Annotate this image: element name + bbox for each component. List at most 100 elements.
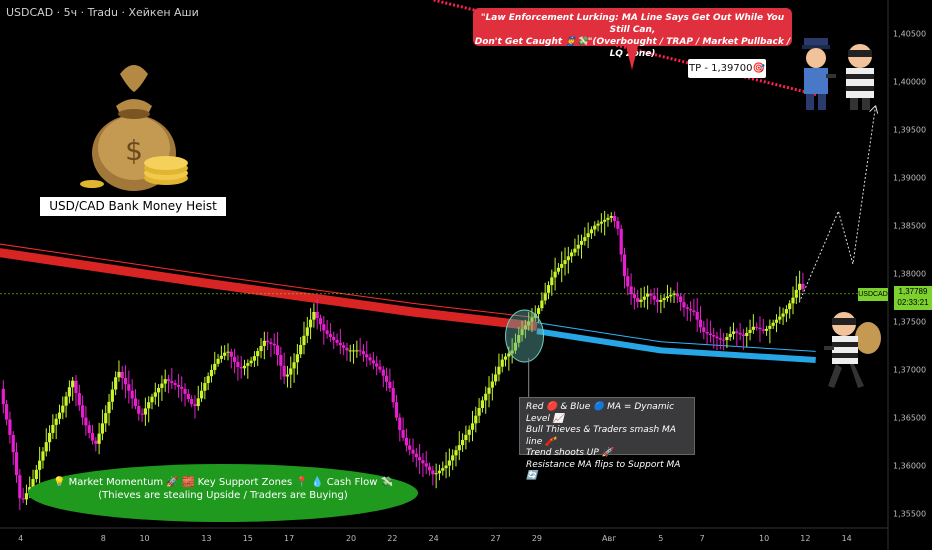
candle-body bbox=[190, 399, 194, 405]
candles bbox=[1, 210, 805, 511]
x-tick-label: Авг bbox=[602, 534, 616, 543]
last-price-value: 1,37789 bbox=[898, 287, 928, 296]
candle-body bbox=[682, 302, 686, 308]
take-profit-label: TP - 1,39700🎯 bbox=[688, 59, 766, 78]
candle-body bbox=[698, 319, 703, 328]
candle-body bbox=[239, 367, 243, 369]
candle-body bbox=[705, 331, 709, 334]
candle-body bbox=[127, 384, 131, 391]
candle-body bbox=[18, 475, 22, 499]
candle-body bbox=[503, 356, 508, 360]
candle-body bbox=[123, 378, 128, 385]
candle-body bbox=[173, 383, 177, 385]
candle-body bbox=[216, 358, 220, 364]
x-tick-label: 27 bbox=[491, 534, 501, 543]
candle-body bbox=[444, 465, 448, 469]
candle-body bbox=[97, 433, 101, 444]
candle-body bbox=[758, 327, 762, 330]
plan-title: USD/CAD Bank Money Heist Plan bbox=[40, 197, 226, 232]
candle-body bbox=[338, 342, 342, 346]
y-axis-bg bbox=[888, 0, 932, 550]
x-tick-label: 20 bbox=[346, 534, 356, 543]
candle-body bbox=[695, 312, 699, 320]
candle-body bbox=[163, 379, 167, 384]
candle-body bbox=[315, 312, 319, 319]
chart-header-title: USDCAD · 5ч · Tradu · Хейкен Аши bbox=[6, 6, 199, 19]
red-ma-upper-band bbox=[0, 243, 537, 319]
y-tick-label: 1,39500 bbox=[893, 126, 926, 135]
candle-body bbox=[593, 225, 597, 230]
candle-body bbox=[457, 445, 461, 451]
candle-body bbox=[659, 300, 663, 302]
candle-body bbox=[107, 401, 111, 414]
candle-body bbox=[252, 356, 257, 361]
candle-body bbox=[543, 292, 547, 301]
candle-body bbox=[679, 296, 683, 303]
candle-body bbox=[665, 296, 670, 299]
ma-info-box: Red 🔴 & Blue 🔵 MA = Dynamic Level 📈 Bull… bbox=[519, 397, 695, 481]
candle-body bbox=[424, 463, 428, 467]
candle-body bbox=[87, 425, 91, 433]
candle-body bbox=[451, 455, 455, 461]
candle-body bbox=[74, 380, 78, 394]
candle-body bbox=[484, 393, 488, 401]
candle-body bbox=[507, 353, 511, 357]
x-tick-label: 8 bbox=[101, 534, 106, 543]
support-zone-oval: 💡 Market Momentum 🚀 🧱 Key Support Zones … bbox=[28, 464, 418, 522]
candle-body bbox=[553, 271, 557, 278]
svg-text:$: $ bbox=[125, 134, 143, 167]
candle-body bbox=[688, 308, 693, 311]
candle-body bbox=[355, 350, 359, 352]
y-tick-label: 1,38500 bbox=[893, 222, 926, 231]
candle-body bbox=[639, 299, 643, 302]
candle-body bbox=[401, 430, 405, 438]
candle-body bbox=[741, 334, 746, 336]
candle-body bbox=[104, 413, 108, 424]
money-bag-icon: $ bbox=[80, 65, 188, 191]
candle-body bbox=[669, 294, 673, 297]
candle-body bbox=[305, 327, 309, 336]
candle-body bbox=[576, 244, 580, 249]
candle-body bbox=[170, 381, 174, 384]
candle-body bbox=[702, 327, 706, 332]
candle-body bbox=[460, 440, 465, 446]
candle-body bbox=[219, 355, 223, 359]
candle-body bbox=[292, 362, 296, 369]
candle-body bbox=[90, 432, 95, 441]
candle-body bbox=[120, 371, 124, 379]
candle-body bbox=[325, 330, 329, 334]
y-tick-label: 1,40500 bbox=[893, 30, 926, 39]
y-tick-label: 1,36500 bbox=[893, 414, 926, 423]
candle-body bbox=[527, 321, 531, 326]
candle-body bbox=[490, 381, 494, 388]
candle-body bbox=[408, 445, 412, 450]
candle-body bbox=[718, 338, 722, 340]
candle-body bbox=[685, 307, 689, 309]
x-tick-label: 10 bbox=[139, 534, 149, 543]
candle-body bbox=[223, 352, 227, 356]
candle-body bbox=[722, 339, 726, 341]
candle-body bbox=[256, 351, 260, 357]
candle-body bbox=[130, 390, 134, 399]
oval-line2: (Thieves are stealing Upside / Traders a… bbox=[98, 490, 348, 501]
candle-body bbox=[308, 319, 313, 328]
x-tick-label: 15 bbox=[243, 534, 253, 543]
candle-body bbox=[556, 267, 561, 272]
candle-body bbox=[517, 335, 521, 343]
candle-body bbox=[801, 283, 805, 289]
candle-body bbox=[622, 254, 627, 277]
candle-body bbox=[778, 316, 782, 320]
candle-body bbox=[14, 452, 19, 476]
candle-body bbox=[510, 350, 514, 354]
candle-body bbox=[632, 294, 637, 299]
candle-body bbox=[226, 351, 230, 353]
red-ma-line bbox=[0, 248, 538, 331]
candle-body bbox=[38, 460, 42, 470]
candle-body bbox=[351, 350, 356, 352]
info-line: Resistance MA flips to Support MA 🔄 bbox=[526, 459, 681, 482]
candle-body bbox=[781, 313, 785, 317]
info-line: Trend shoots UP 🚀 bbox=[526, 448, 613, 458]
candle-body bbox=[394, 402, 399, 418]
candle-body bbox=[266, 340, 270, 343]
